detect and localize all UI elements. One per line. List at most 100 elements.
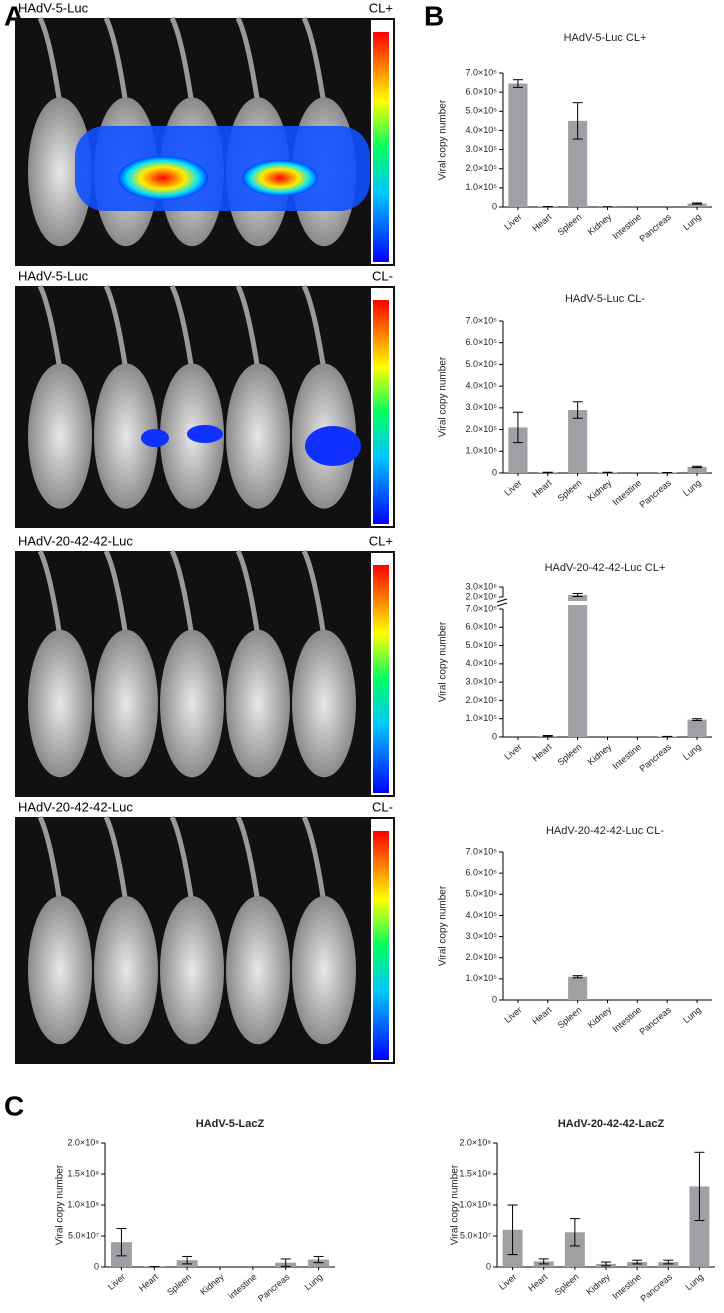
y-tick-label: 4.0×10⁵ — [465, 910, 497, 920]
mouse — [94, 896, 158, 1045]
error-bar — [512, 411, 523, 444]
y-tick-label: 1.0×10⁵ — [465, 446, 497, 456]
y-tick-label: 5.0×10⁵ — [465, 889, 497, 899]
x-tick-label: Kidney — [586, 211, 614, 237]
y-axis-title: Viral copy number — [438, 885, 449, 966]
error-bar — [572, 401, 583, 419]
mouse-tail — [235, 284, 261, 372]
y-tick-label: 6.0×10⁵ — [465, 868, 497, 878]
x-tick-label: Lung — [681, 742, 703, 763]
y-tick-label: 0 — [492, 201, 497, 211]
signal — [75, 126, 370, 211]
x-tick-label: Heart — [530, 211, 554, 233]
y-tick-label: 2.0×10⁵ — [465, 424, 497, 434]
x-tick-label: Lung — [681, 1005, 703, 1026]
mouse-tail — [169, 16, 195, 106]
mouse — [28, 629, 92, 778]
x-tick-label: Pancreas — [639, 1271, 675, 1303]
mouse-tail — [169, 549, 195, 638]
x-tick-label: Kidney — [584, 1271, 612, 1297]
x-tick-label: Heart — [530, 1004, 554, 1026]
image-label: HAdV-20-42-42-Luc — [18, 799, 133, 814]
y-axis-title: Viral copy number — [55, 1164, 66, 1245]
y-tick-label: 2.0×10⁶ — [466, 591, 498, 601]
mouse-tail — [37, 549, 63, 638]
mouse — [94, 363, 158, 509]
chart-title: HAdV-5-Luc CL+ — [564, 32, 647, 44]
bar — [568, 976, 588, 1000]
y-tick-label: 2.0×10⁵ — [465, 695, 497, 705]
error-bar — [512, 79, 523, 88]
error-bar — [507, 1204, 518, 1256]
image-label: HAdV-5-Luc — [18, 0, 89, 15]
mouse — [226, 363, 290, 509]
panel-label: B — [424, 0, 444, 31]
mouse-tail — [301, 284, 327, 372]
color-bar — [373, 565, 389, 793]
bar-chart: HAdV-5-Luc CL+ Viral copy number 0 1.0×10⁵ 2… — [438, 32, 712, 244]
mouse — [160, 629, 224, 778]
bar — [308, 1259, 330, 1267]
y-tick-label: 7.0×10⁵ — [465, 846, 497, 856]
y-tick-label: 6.0×10⁵ — [465, 622, 497, 632]
mouse-tail — [235, 16, 261, 106]
error-bar — [313, 1255, 324, 1264]
error-bar — [572, 975, 583, 979]
panel-label: C — [4, 1090, 24, 1121]
y-tick-label: 3.0×10⁵ — [465, 402, 497, 412]
bar — [508, 83, 528, 207]
signal — [118, 156, 208, 200]
y-tick-label: 5.0×10⁷ — [460, 1230, 491, 1240]
mouse-tail — [301, 549, 327, 638]
signal — [242, 160, 318, 196]
image-label: HAdV-20-42-42-Luc — [18, 533, 133, 548]
mouse-tail — [301, 815, 327, 904]
x-tick-label: Liver — [502, 742, 523, 762]
y-tick-label: 2.0×10⁸ — [459, 1137, 491, 1147]
x-tick-label: Kidney — [586, 477, 614, 503]
y-tick-label: 5.0×10⁵ — [465, 106, 497, 116]
y-tick-label: 1.0×10⁸ — [67, 1199, 99, 1209]
error-bar — [694, 1151, 705, 1221]
image-label: HAdV-5-Luc — [18, 268, 89, 283]
mouse-tail — [235, 549, 261, 638]
mouse-tail — [37, 284, 63, 372]
y-tick-label: 0 — [492, 731, 497, 741]
x-tick-label: Spleen — [556, 1005, 584, 1031]
bar — [568, 120, 588, 207]
x-tick-label: Lung — [683, 1272, 705, 1293]
chart-title: HAdV-5-LacZ — [196, 1118, 265, 1130]
axis-break-mark — [496, 602, 508, 607]
x-tick-label: Lung — [681, 478, 703, 499]
bar-chart: HAdV-20-42-42-Luc CL+ Viral copy number 0 1… — [438, 562, 712, 774]
error-bar — [538, 1258, 549, 1265]
error-bar — [116, 1228, 127, 1257]
y-tick-label: 2.0×10⁸ — [67, 1137, 99, 1147]
y-tick-label: 7.0×10⁵ — [465, 315, 497, 325]
image-condition: CL+ — [369, 533, 393, 548]
mouse — [28, 896, 92, 1045]
bar — [687, 203, 707, 207]
mouse — [226, 629, 290, 778]
error-bar — [632, 1259, 643, 1265]
mouse-tail — [37, 815, 63, 904]
mouse — [160, 896, 224, 1045]
y-axis-title: Viral copy number — [438, 356, 449, 437]
y-tick-label: 5.0×10⁵ — [465, 640, 497, 650]
x-tick-label: Liver — [502, 1005, 523, 1025]
y-tick-label: 6.0×10⁵ — [465, 337, 497, 347]
y-tick-label: 6.0×10⁵ — [465, 87, 497, 97]
y-tick-label: 1.0×10⁵ — [465, 713, 497, 723]
x-tick-label: Pancreas — [256, 1271, 292, 1303]
bar — [564, 1232, 585, 1267]
y-tick-label: 0 — [486, 1261, 491, 1271]
image-condition: CL+ — [369, 0, 393, 15]
error-bar — [572, 102, 583, 140]
y-axis-title: Viral copy number — [438, 621, 449, 702]
x-tick-label: Heart — [137, 1271, 161, 1293]
mouse-tail — [301, 16, 327, 106]
error-bar — [542, 735, 553, 738]
bar-chart: HAdV-5-LacZ Viral copy number 0 5.0×10⁷ 1.0×… — [55, 1118, 335, 1304]
error-bar — [601, 1261, 611, 1267]
